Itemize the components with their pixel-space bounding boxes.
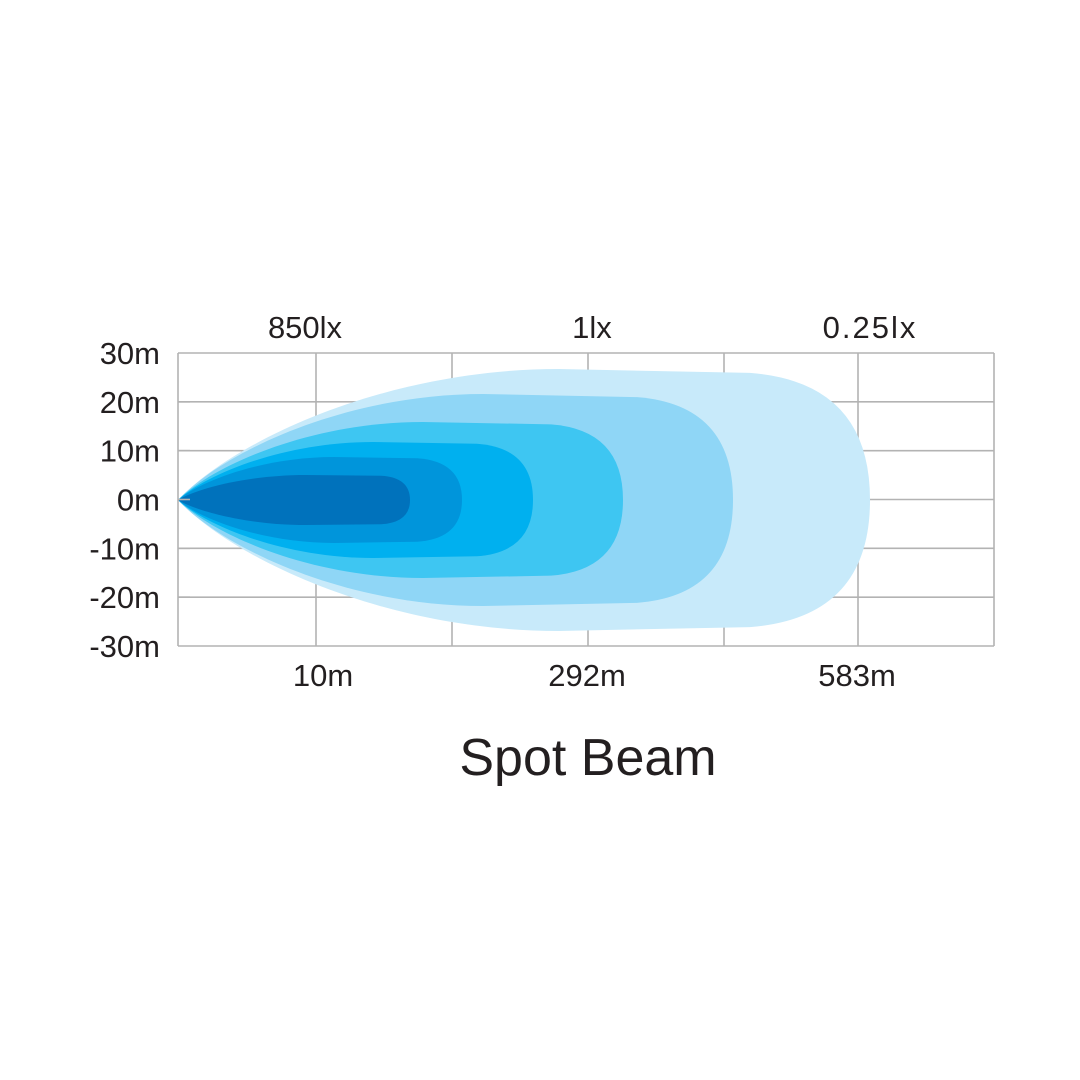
beam-layer-6: [178, 475, 410, 525]
distance-label-583m: 583m: [818, 658, 896, 693]
y-tick-label: -30m: [89, 629, 160, 664]
grid: [177, 352, 995, 647]
y-tick-label: -10m: [89, 531, 160, 566]
y-axis-labels: 30m 20m 10m 0m -10m -20m -30m: [89, 336, 160, 664]
y-tick-label: 30m: [100, 336, 160, 371]
y-tick-label: 0m: [117, 483, 160, 518]
lux-label-025: 0.25lx: [823, 310, 918, 345]
lux-label-1: 1lx: [572, 310, 612, 345]
distance-label-10m: 10m: [293, 658, 353, 693]
beam-layers: [178, 369, 870, 631]
lux-label-850: 850lx: [268, 310, 343, 345]
distance-label-292m: 292m: [548, 658, 626, 693]
y-tick-label: 10m: [100, 434, 160, 469]
y-tick-label: 20m: [100, 385, 160, 420]
chart-title: Spot Beam: [459, 729, 716, 787]
y-tick-label: -20m: [89, 580, 160, 615]
